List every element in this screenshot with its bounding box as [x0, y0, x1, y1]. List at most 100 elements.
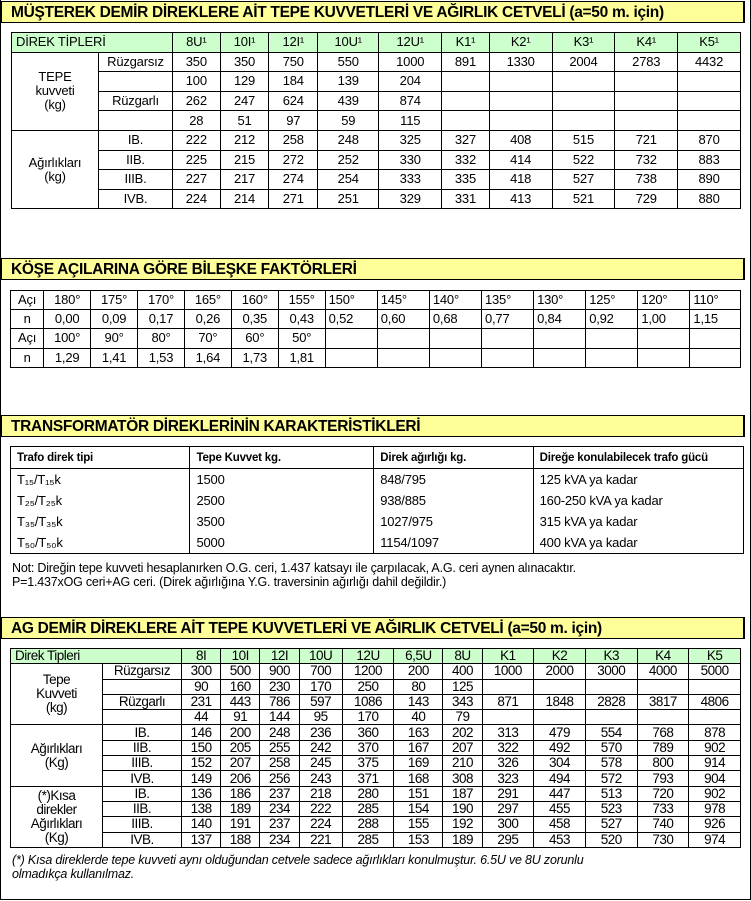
table-cell: 189 [220, 800, 261, 818]
table-cell: 256 [259, 770, 300, 787]
table-cell: 258 [268, 129, 319, 151]
table-cell: 130° [533, 289, 587, 311]
table-cell: 360 [341, 724, 395, 741]
column-header: K1 [481, 647, 535, 665]
table-cell: 285 [341, 831, 395, 848]
table-cell: 189 [442, 831, 483, 848]
row-label: IIIB. [102, 816, 182, 833]
table-cell: 221 [298, 831, 343, 848]
table-cell: 329 [378, 188, 443, 210]
table-cell: 492 [533, 739, 586, 757]
column-header: Tepe Kuvvet kg. [189, 446, 375, 469]
table-row: T₂₅/T₂₅k 2500 938/885 160-250 kVA ya kadar [9, 490, 745, 511]
table-cell: 28 [172, 110, 221, 131]
table-cell: 236 [298, 724, 343, 741]
table-cell: 926 [688, 816, 741, 833]
table-cell: 272 [268, 149, 319, 171]
table-cell: 1,53 [137, 347, 185, 368]
table-cell: 455 [533, 800, 586, 818]
row-label: n [9, 309, 45, 330]
table-cell: 285 [341, 800, 395, 818]
column-header: K5 [688, 647, 741, 665]
table-cell: 700 [298, 663, 343, 680]
table-cell: 115 [378, 110, 443, 131]
table-cell [677, 90, 741, 112]
table-cell: 250 [341, 678, 395, 695]
table-cell: 125° [585, 289, 639, 311]
table-cell: 453 [533, 831, 586, 848]
table-cell: 125 [442, 678, 483, 695]
table-cell: 890 [677, 169, 741, 190]
table-cell [533, 328, 587, 349]
column-header: K3 [584, 647, 638, 665]
table-cell [488, 90, 553, 112]
table-cell: 153 [393, 831, 444, 848]
row-label: IIB. [98, 149, 173, 171]
table-cell: 207 [220, 755, 261, 772]
table-cell: 413 [488, 188, 553, 210]
table-cell: 738 [614, 169, 679, 190]
row-label: IIIB. [98, 169, 173, 190]
column-header: Direğe konulabilecek trafo gücü [532, 446, 745, 469]
table-cell: 974 [688, 831, 741, 848]
table-cell: 500 [220, 663, 261, 680]
table-cell: 224 [172, 188, 221, 210]
column-header: Trafo direk tipi [9, 446, 191, 469]
table-cell: 155° [277, 289, 326, 311]
table-cell: 218 [298, 785, 343, 802]
group-label: Ağırlıkları (Kg) [10, 724, 103, 787]
table-cell: 891 [441, 51, 490, 73]
table-row: 28 51 97 59 115 [12, 110, 741, 131]
table-row: IIB. 150 205 255 242 370 167 207 322 492 570 789 902 [11, 739, 741, 757]
table-cell: 721 [614, 129, 679, 151]
table-cell [488, 71, 553, 92]
table-cell: 136 [180, 785, 222, 802]
table-cell: 200 [220, 724, 261, 741]
table-row: Açı 180° 175° 170° 165° 160° 155° 150° 145° 140° 1… [9, 289, 741, 311]
table-cell: 4432 [677, 51, 741, 73]
table-row: Ağırlıkları (Kg) IB. 146 200 248 236 360 163 202… [10, 724, 741, 787]
table-cell: 160 [220, 678, 261, 695]
table-cell: 914 [688, 755, 741, 772]
table-cell: 443 [220, 693, 261, 711]
table-row: n 0,00 0,09 0,17 0,26 0,35 0,43 0,52 0,60 0,68 0,7… [9, 309, 741, 330]
table-cell: 150 [180, 739, 222, 757]
table-cell: 139 [317, 71, 380, 92]
row-label: Rüzgarlı [102, 693, 182, 711]
group-label: Ağırlıkları (kg) [11, 129, 99, 210]
table-cell: 333 [378, 169, 443, 190]
table-cell: 258 [259, 755, 300, 772]
table-cell: 100 [172, 71, 221, 92]
table-cell: 729 [614, 188, 679, 210]
table-cell: 186 [220, 785, 261, 802]
section-title-transformer-poles: TRANSFORMATÖR DİREKLERİNİN KARAKTERİSTİK… [0, 415, 745, 437]
table-cell: 527 [584, 816, 638, 833]
table-cell: 4000 [636, 663, 690, 680]
table-cell: 163 [393, 724, 444, 741]
table-cell: 370 [341, 739, 395, 757]
table-cell [480, 328, 535, 349]
angle-factors-table: Açı 180° 175° 170° 165° 160° 155° 150° 145° 140° 1… [9, 289, 741, 368]
table-cell [533, 678, 586, 695]
table-cell: 720 [636, 785, 690, 802]
table-cell: 251 [317, 188, 380, 210]
table-cell: 1,73 [230, 347, 279, 368]
table-row: IVB. 149 206 256 243 371 168 308 323 494 572 793 904 [11, 770, 741, 787]
table-cell: T₃₅/T₃₅k [9, 511, 191, 532]
table-cell [614, 90, 679, 112]
row-label: Açı [9, 328, 45, 349]
table-cell: 188 [220, 831, 261, 848]
table-cell: 0,52 [324, 309, 378, 330]
table-cell [441, 71, 490, 92]
table-cell: 150° [324, 289, 378, 311]
table-row: T₃₅/T₃₅k 3500 1027/975 315 kVA ya kadar [9, 511, 745, 532]
column-header: 10U¹ [317, 32, 380, 53]
table-cell: 234 [259, 800, 300, 818]
table-row: Açı 100° 90° 80° 70° 60° 50° [9, 328, 741, 349]
table-cell: T₅₀/T₅₀k [9, 532, 191, 554]
table-cell: 245 [298, 755, 343, 772]
table-row: Rüzgarlı 231 443 786 597 1086 143 343 871 1848 282… [11, 693, 741, 711]
table-cell: 169 [393, 755, 444, 772]
row-label [102, 709, 182, 726]
column-header: 12I [259, 647, 300, 665]
